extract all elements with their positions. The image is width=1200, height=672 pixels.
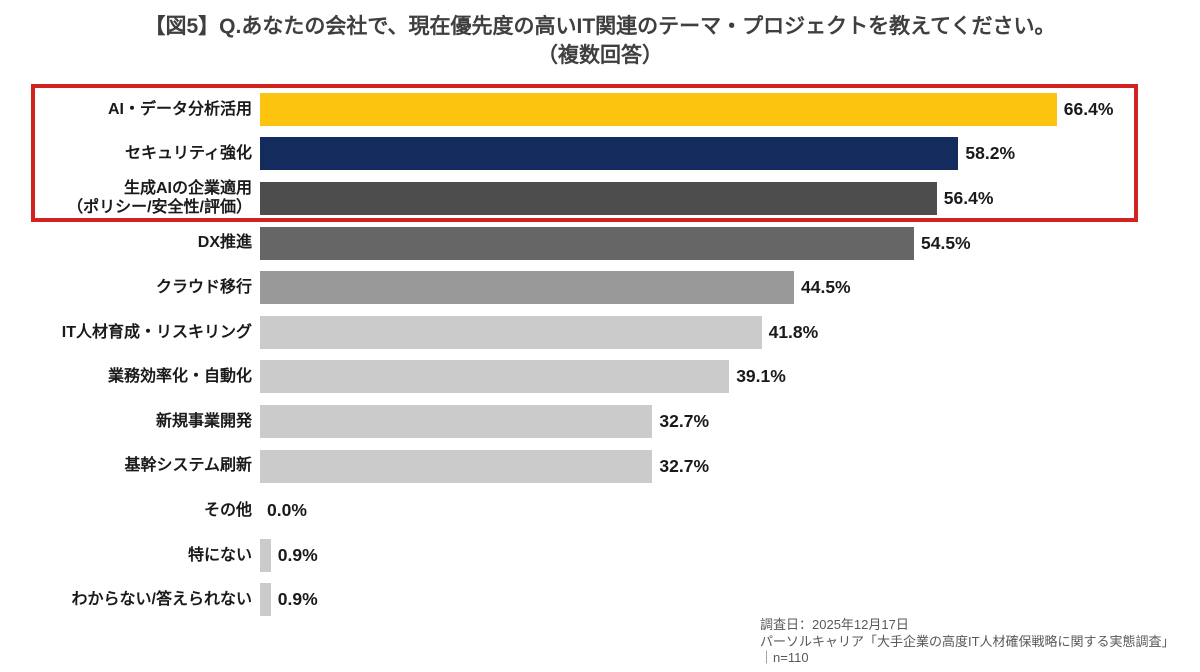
survey-source: パーソルキャリア「大手企業の高度IT人材確保戦略に関する実態調査」 <box>760 633 1175 649</box>
bar <box>260 271 794 305</box>
value-label: 41.8% <box>768 321 819 342</box>
chart-title-block: 【図5】Q.あなたの会社で、現在優先度の高いIT関連のテーマ・プロジェクトを教え… <box>0 13 1200 71</box>
category-label: IT人材育成・リスキリング <box>61 323 252 341</box>
value-label: 44.5% <box>801 277 851 298</box>
bar-track: 0.9% <box>260 538 1170 572</box>
chart-row: AI・データ分析活用 66.4% <box>30 87 1170 132</box>
bar <box>260 137 959 171</box>
bar-track: 39.1% <box>260 360 1170 394</box>
chart-row: 新規事業開発 32.7% <box>30 399 1170 444</box>
category-label: 特にない <box>187 546 252 564</box>
bar-track: 0.9% <box>260 583 1170 617</box>
bar-track: 56.4% <box>260 181 1170 215</box>
category-label: セキュリティ強化 <box>124 145 252 163</box>
bar-track: 66.4% <box>260 92 1170 126</box>
bar-track: 32.7% <box>260 449 1170 483</box>
value-label: 39.1% <box>736 366 786 387</box>
bar-track: 54.5% <box>260 226 1170 260</box>
bar-track: 58.2% <box>260 137 1170 171</box>
category-label: わからない/答えられない <box>71 591 252 609</box>
value-label: 54.5% <box>921 232 971 253</box>
sample-size: ｜n=110 <box>760 650 809 666</box>
bar <box>260 449 653 483</box>
value-label: 32.7% <box>659 455 710 476</box>
value-label: 32.7% <box>659 410 710 431</box>
survey-date: 調査日：2025年12月17日 <box>760 617 909 632</box>
value-label: 0.0% <box>267 500 307 521</box>
chart-row: 特にない 0.9% <box>30 533 1170 578</box>
category-label: 基幹システム刷新 <box>124 457 252 475</box>
bar-track: 41.8% <box>260 315 1170 349</box>
bar-track: 32.7% <box>260 404 1170 438</box>
bar <box>260 181 937 215</box>
chart-subtitle: （複数回答） <box>537 43 663 67</box>
value-label: 58.2% <box>965 143 1016 164</box>
bar <box>260 360 730 394</box>
chart-row: 業務効率化・自動化 39.1% <box>30 355 1170 400</box>
chart-row: 生成AIの企業適用 （ポリシー/安全性/評価） 56.4% <box>30 176 1170 221</box>
bar <box>260 226 914 260</box>
chart-row: IT人材育成・リスキリング 41.8% <box>30 310 1170 355</box>
value-label: 56.4% <box>943 187 994 208</box>
chart-row: DX推進 54.5% <box>30 221 1170 266</box>
bar <box>260 315 762 349</box>
category-label: クラウド移行 <box>155 279 252 297</box>
chart-title: 【図5】Q.あなたの会社で、現在優先度の高いIT関連のテーマ・プロジェクトを教え… <box>144 15 1056 38</box>
category-label: 生成AIの企業適用 （ポリシー/安全性/評価） <box>67 180 252 217</box>
bar <box>260 583 271 617</box>
chart-row: セキュリティ強化 58.2% <box>30 132 1170 177</box>
source-note: 調査日：2025年12月17日 パーソルキャリア「大手企業の高度IT人材確保戦略… <box>760 617 1175 667</box>
chart-row: クラウド移行 44.5% <box>30 265 1170 310</box>
category-label: AI・データ分析活用 <box>107 100 252 118</box>
category-label: その他 <box>203 502 252 520</box>
bar <box>260 538 271 572</box>
bar-track: 0.0% <box>260 494 1170 527</box>
chart-row: 基幹システム刷新 32.7% <box>30 444 1170 489</box>
category-label: 新規事業開発 <box>155 412 252 430</box>
category-label: DX推進 <box>197 234 252 252</box>
value-label: 66.4% <box>1063 98 1114 119</box>
bar <box>260 92 1057 126</box>
value-label: 0.9% <box>277 544 318 565</box>
value-label: 0.9% <box>277 589 318 610</box>
chart-row: わからない/答えられない 0.9% <box>30 578 1170 623</box>
bar-rows: AI・データ分析活用 66.4% セキュリティ強化 58.2% 生成AIの企業適用 （ポ… <box>30 87 1170 622</box>
bar-chart: AI・データ分析活用 66.4% セキュリティ強化 58.2% 生成AIの企業適用 （ポ… <box>30 87 1170 622</box>
chart-row: その他 0.0% <box>30 488 1170 533</box>
bar <box>260 404 653 438</box>
category-label: 業務効率化・自動化 <box>107 368 252 386</box>
bar-track: 44.5% <box>260 271 1170 305</box>
